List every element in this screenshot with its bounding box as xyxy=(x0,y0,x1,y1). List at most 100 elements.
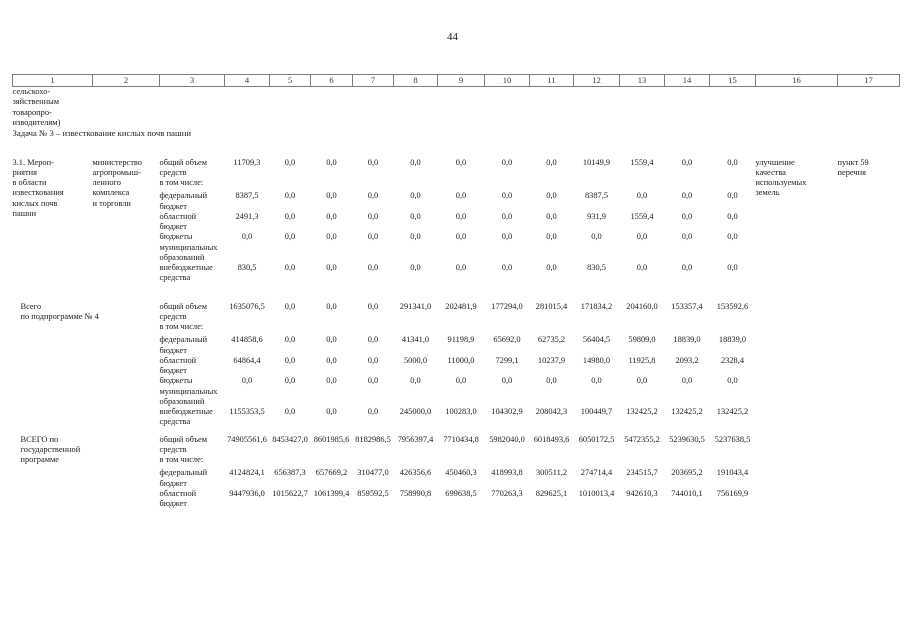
value-cell: 0,0 xyxy=(326,232,337,242)
legal-basis xyxy=(838,435,900,510)
value-cell-empty xyxy=(574,178,620,191)
value-cell: 0,0 xyxy=(410,263,421,273)
value-cell-empty xyxy=(485,455,530,468)
column-header-15: 15 xyxy=(709,74,756,87)
program-financing-table: 1 2 3 4 5 6 7 8 9 10 11 12 13 14 15 16 17 сельскохо- зяйс… xyxy=(12,74,900,509)
value-cell: 0,0 xyxy=(727,157,738,167)
value-cell: 942610,3 xyxy=(626,488,658,498)
column-number-row: 1 2 3 4 5 6 7 8 9 10 11 12 13 14 15 16 17 xyxy=(12,74,900,87)
spacer-row xyxy=(13,284,900,302)
data-row: Всего по подпрограмме № 4 общий объем сре… xyxy=(13,302,900,323)
value-cell: 0,0 xyxy=(727,376,738,386)
column-header-9: 9 xyxy=(437,74,485,87)
value-cell: 132425,2 xyxy=(626,407,658,417)
value-cell: 0,0 xyxy=(326,301,337,311)
value-cell: 0,0 xyxy=(636,376,648,386)
value-cell: 8387,5 xyxy=(235,191,259,201)
value-cell: 0,0 xyxy=(284,211,296,221)
value-cell: 132425,2 xyxy=(716,407,749,417)
value-cell: 0,0 xyxy=(367,376,379,386)
value-cell-empty xyxy=(394,322,438,335)
column-header-10: 10 xyxy=(484,74,530,87)
value-cell: 11709,3 xyxy=(233,157,261,167)
value-cell-empty xyxy=(225,178,270,191)
value-cell: 291341,0 xyxy=(399,301,432,311)
column-header-1: 1 xyxy=(12,74,93,87)
value-cell-empty xyxy=(438,178,485,191)
value-cell: 0,0 xyxy=(326,376,337,386)
value-cell: 18839,0 xyxy=(718,335,747,345)
value-cell: 0,0 xyxy=(591,232,602,242)
value-cell: 0,0 xyxy=(284,301,296,311)
value-cell: 274714,4 xyxy=(580,468,613,478)
value-cell: 0,0 xyxy=(326,211,337,221)
expected-result xyxy=(756,435,838,510)
value-cell: 8601985,6 xyxy=(313,434,350,444)
value-cell: 8387,5 xyxy=(584,191,609,201)
value-cell: 0,0 xyxy=(501,157,513,167)
value-cell: 656387,3 xyxy=(274,468,306,478)
value-cell: 0,0 xyxy=(410,376,421,386)
data-row: бюджеты муниципальных образований 0,0 0,0 0… xyxy=(13,376,900,407)
funding-row-label: бюджеты муниципальных образований xyxy=(159,232,218,262)
value-cell: 14980,0 xyxy=(582,355,611,365)
value-cell: 0,0 xyxy=(455,157,467,167)
value-cell: 104302,9 xyxy=(491,407,523,417)
value-cell-empty xyxy=(311,322,353,335)
value-cell: 1010013,4 xyxy=(578,488,615,498)
value-cell: 300511,2 xyxy=(535,468,568,478)
page-number: 44 xyxy=(447,31,458,43)
column-header-3: 3 xyxy=(159,74,225,87)
value-cell-empty xyxy=(225,322,270,335)
value-cell-empty xyxy=(530,178,574,191)
value-cell: 0,0 xyxy=(727,191,738,201)
value-cell: 91198,9 xyxy=(447,335,475,345)
funding-row-label: федеральный бюджет xyxy=(159,191,208,211)
value-cell: 830,5 xyxy=(587,263,606,273)
value-cell-empty xyxy=(574,322,620,335)
value-cell: 0,0 xyxy=(546,191,557,201)
column-header-6: 6 xyxy=(310,74,353,87)
section-executor: министерство агропромыш- ленного комплек… xyxy=(92,157,143,208)
value-cell: 0,0 xyxy=(326,355,337,365)
value-cell: 0,0 xyxy=(241,232,253,242)
value-cell: 0,0 xyxy=(546,376,557,386)
value-cell: 74905561,6 xyxy=(227,434,267,444)
value-cell: 11925,8 xyxy=(628,355,656,365)
value-cell: 0,0 xyxy=(410,191,421,201)
value-cell: 414858,6 xyxy=(231,335,263,345)
column-header-5: 5 xyxy=(269,74,311,87)
task-heading: Задача № 3 – известкование кислых почв п… xyxy=(12,128,192,138)
value-cell-empty xyxy=(394,455,438,468)
value-cell: 10149,9 xyxy=(582,157,611,167)
value-cell: 0,0 xyxy=(284,335,296,345)
value-cell-empty xyxy=(353,322,394,335)
value-cell: 1061399,4 xyxy=(313,488,350,498)
value-cell: 0,0 xyxy=(455,191,467,201)
data-row: бюджеты муниципальных образований 0,0 0,0 0… xyxy=(13,232,900,263)
value-cell: 0,0 xyxy=(284,355,296,365)
value-cell: 0,0 xyxy=(367,407,379,417)
value-cell: 0,0 xyxy=(546,232,557,242)
value-cell: 1155353,5 xyxy=(229,407,265,417)
value-cell: 8182986,5 xyxy=(355,434,391,444)
data-row: федеральный бюджет 4124824,1 656387,3 65766… xyxy=(13,468,900,489)
value-cell: 426356,6 xyxy=(399,468,432,478)
value-cell: 5982040,0 xyxy=(489,434,525,444)
value-cell: 0,0 xyxy=(546,157,557,167)
value-cell-empty xyxy=(710,178,756,191)
value-cell-empty xyxy=(438,455,485,468)
value-cell: 0,0 xyxy=(410,232,421,242)
funding-row-label: общий объем средств xyxy=(159,157,208,177)
value-cell: 0,0 xyxy=(681,263,693,273)
value-cell-empty xyxy=(574,455,620,468)
value-cell: 5472355,2 xyxy=(624,434,660,444)
value-cell: 153357,4 xyxy=(671,301,703,311)
task-heading-row: Задача № 3 – известкование кислых почв п… xyxy=(13,128,900,139)
value-cell: 5239630,5 xyxy=(669,434,705,444)
value-cell: 0,0 xyxy=(681,232,693,242)
value-cell: 56404,5 xyxy=(582,335,611,345)
column-header-2: 2 xyxy=(92,74,160,87)
value-cell: 5237638,5 xyxy=(714,434,751,444)
value-cell: 245000,0 xyxy=(399,407,432,417)
